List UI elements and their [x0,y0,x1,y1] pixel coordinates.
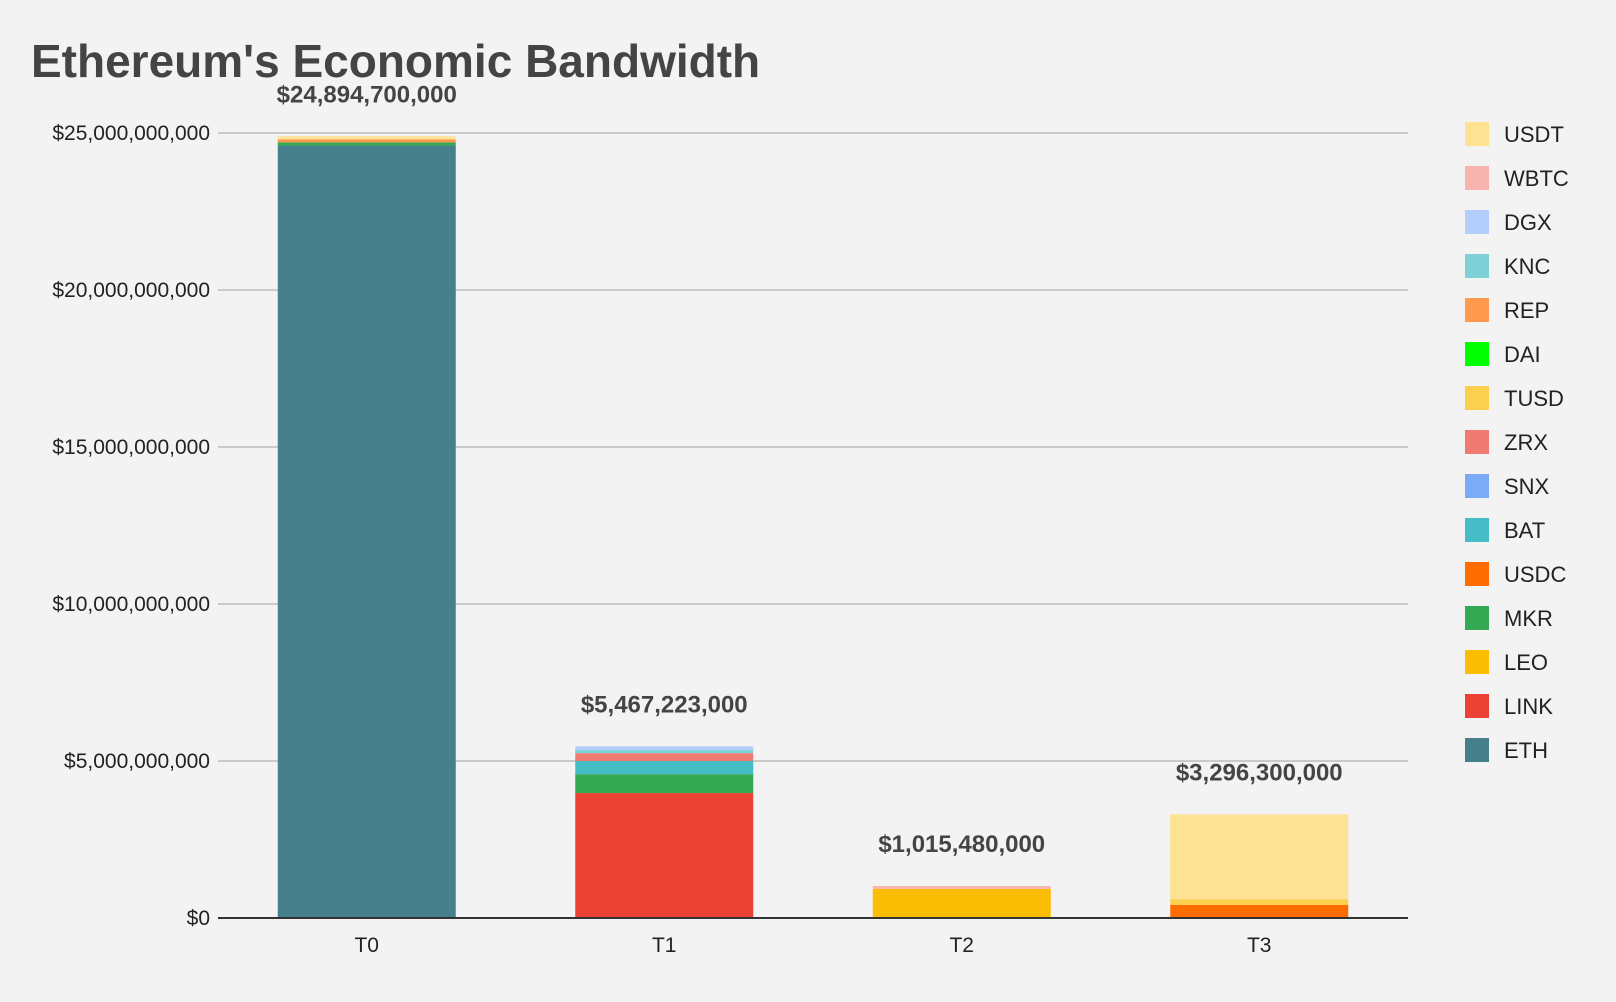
bar-segment-wbtc-t2[interactable] [872,886,1051,889]
legend-swatch-eth [1465,738,1489,762]
bar-segment-bat-t1[interactable] [575,761,754,775]
total-label-t3: $3,296,300,000 [1176,759,1343,786]
bar-segment-usdt-t3[interactable] [1170,814,1349,900]
legend-label-zrx[interactable]: ZRX [1504,430,1548,455]
bar-segment-zrx-t1[interactable] [575,753,754,761]
bar-segment-knc-t1[interactable] [575,750,754,754]
bar-segment-leo-t2[interactable] [872,888,1051,918]
legend-label-snx[interactable]: SNX [1504,474,1550,499]
legend-swatch-usdt [1465,122,1489,146]
x-tick-label: T3 [1247,934,1272,957]
legend-label-mkr[interactable]: MKR [1504,606,1553,631]
legend-label-usdt[interactable]: USDT [1504,122,1564,147]
legend-swatch-mkr [1465,606,1489,630]
legend-swatch-leo [1465,650,1489,674]
legend-label-link[interactable]: LINK [1504,694,1553,719]
x-tick-label: T0 [354,934,379,957]
legend-swatch-dgx [1465,210,1489,234]
total-label-t1: $5,467,223,000 [581,691,748,718]
legend-swatch-knc [1465,254,1489,278]
legend-swatch-wbtc [1465,166,1489,190]
legend: USDT WBTC DGX KNC REP DAI TUSD ZRX SNX BAT USDC MKR… [1465,122,1569,763]
legend-label-leo[interactable]: LEO [1504,650,1548,675]
legend-label-knc[interactable]: KNC [1504,254,1551,279]
legend-label-usdc[interactable]: USDC [1504,562,1566,587]
legend-swatch-link [1465,694,1489,718]
chart-title: Ethereum's Economic Bandwidth [31,35,761,87]
legend-swatch-zrx [1465,430,1489,454]
bar-segment-rep-t0[interactable] [277,139,456,143]
bar-segment-dgx-t1[interactable] [575,746,754,751]
total-label-t0: $24,894,700,000 [277,81,457,108]
bar-segment-eth-t0[interactable] [277,145,456,918]
y-tick-label: $0 [187,907,210,930]
legend-swatch-tusd [1465,386,1489,410]
legend-label-rep[interactable]: REP [1504,298,1549,323]
x-tick-label: T2 [949,934,974,957]
y-tick-label: $15,000,000,000 [52,436,210,459]
y-tick-label: $5,000,000,000 [64,750,210,773]
y-tick-label: $20,000,000,000 [52,279,210,302]
legend-swatch-rep [1465,298,1489,322]
legend-label-dai[interactable]: DAI [1504,342,1541,367]
bar-segment-usdt-t0[interactable] [277,136,456,140]
bar-segment-mkr-t1[interactable] [575,774,754,794]
y-tick-label: $10,000,000,000 [52,593,210,616]
legend-swatch-usdc [1465,562,1489,586]
bar-segment-tusd-t3[interactable] [1170,899,1349,905]
data-labels: $24,894,700,000 $5,467,223,000 $1,015,480,… [277,81,1343,858]
bar-segment-link-t1[interactable] [575,793,754,918]
legend-swatch-bat [1465,518,1489,542]
legend-swatch-snx [1465,474,1489,498]
legend-label-eth[interactable]: ETH [1504,738,1548,763]
legend-label-dgx[interactable]: DGX [1504,210,1552,235]
legend-swatch-dai [1465,342,1489,366]
total-label-t2: $1,015,480,000 [878,831,1045,858]
x-tick-label: T1 [652,934,677,957]
legend-label-tusd[interactable]: TUSD [1504,386,1564,411]
y-tick-label: $25,000,000,000 [52,122,210,145]
legend-label-bat[interactable]: BAT [1504,518,1545,543]
bars [277,136,1349,918]
legend-label-wbtc[interactable]: WBTC [1504,166,1569,191]
bar-segment-usdc-t3[interactable] [1170,904,1349,918]
bar-segment-mkr-t0[interactable] [277,142,456,146]
axes: $0 $5,000,000,000 $10,000,000,000 $15,000,0… [52,122,1408,957]
